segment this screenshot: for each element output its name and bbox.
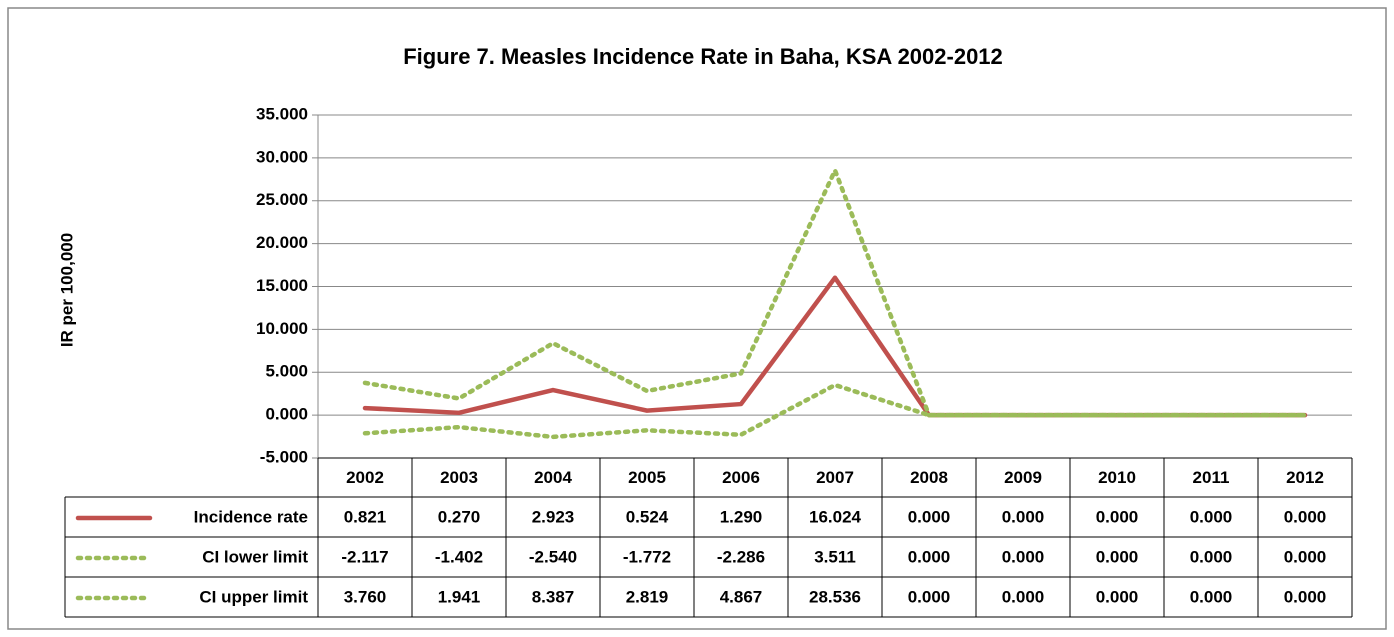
x-tick-label: 2009 xyxy=(1004,468,1042,487)
data-label: 1.941 xyxy=(438,587,481,606)
y-tick-label: 20.000 xyxy=(256,233,308,252)
data-label: 4.867 xyxy=(720,587,763,606)
x-tick-label: 2003 xyxy=(440,468,478,487)
data-label: 0.000 xyxy=(1284,587,1327,606)
chart-border xyxy=(7,7,1387,630)
legend-label: CI upper limit xyxy=(199,587,308,606)
data-label: 0.270 xyxy=(438,507,481,526)
data-label: -1.772 xyxy=(623,547,671,566)
y-tick-label: 0.000 xyxy=(265,405,308,424)
data-label: 1.290 xyxy=(720,507,763,526)
data-label: 0.000 xyxy=(1002,547,1045,566)
x-tick-label: 2010 xyxy=(1098,468,1136,487)
data-label: 0.000 xyxy=(908,547,951,566)
data-label: 3.760 xyxy=(344,587,387,606)
data-label: 0.000 xyxy=(1002,507,1045,526)
data-label: 0.000 xyxy=(908,587,951,606)
y-tick-label: 5.000 xyxy=(265,362,308,381)
data-label: -2.117 xyxy=(341,547,388,566)
data-label: 0.524 xyxy=(626,507,669,526)
y-tick-label: -5.000 xyxy=(260,447,308,466)
x-tick-label: 2005 xyxy=(628,468,666,487)
y-tick-label: 35.000 xyxy=(256,104,308,123)
x-tick-label: 2011 xyxy=(1193,468,1230,487)
x-tick-label: 2012 xyxy=(1286,468,1324,487)
data-label: 0.821 xyxy=(344,507,387,526)
data-label: -2.540 xyxy=(529,547,577,566)
y-tick-label: 10.000 xyxy=(256,319,308,338)
data-label: -2.286 xyxy=(717,547,765,566)
data-label: 2.923 xyxy=(532,507,575,526)
data-label: 0.000 xyxy=(1096,547,1139,566)
data-label: 2.819 xyxy=(626,587,669,606)
data-label: 0.000 xyxy=(1096,507,1139,526)
chart-title: Figure 7. Measles Incidence Rate in Baha… xyxy=(403,44,1003,69)
data-label: 0.000 xyxy=(1190,547,1233,566)
data-label: 3.511 xyxy=(814,547,856,566)
data-label: 28.536 xyxy=(809,587,861,606)
data-label: 0.000 xyxy=(1284,507,1327,526)
data-label: -1.402 xyxy=(435,547,483,566)
y-tick-label: 25.000 xyxy=(256,190,308,209)
data-label: 0.000 xyxy=(1096,587,1139,606)
legend-label: Incidence rate xyxy=(194,507,308,526)
data-label: 0.000 xyxy=(1002,587,1045,606)
series-line xyxy=(362,168,1308,418)
x-tick-label: 2006 xyxy=(722,468,760,487)
y-axis-label: IR per 100,000 xyxy=(57,233,76,347)
data-label: 0.000 xyxy=(1190,587,1233,606)
legend-label: CI lower limit xyxy=(202,547,308,566)
data-label: 16.024 xyxy=(809,507,862,526)
x-tick-label: 2004 xyxy=(534,468,572,487)
data-label: 8.387 xyxy=(532,587,575,606)
x-tick-label: 2007 xyxy=(816,468,854,487)
data-label: 0.000 xyxy=(1284,547,1327,566)
data-label: 0.000 xyxy=(908,507,951,526)
y-tick-label: 15.000 xyxy=(256,276,308,295)
x-tick-label: 2008 xyxy=(910,468,948,487)
data-label: 0.000 xyxy=(1190,507,1233,526)
x-tick-label: 2002 xyxy=(346,468,384,487)
y-tick-label: 30.000 xyxy=(256,147,308,166)
